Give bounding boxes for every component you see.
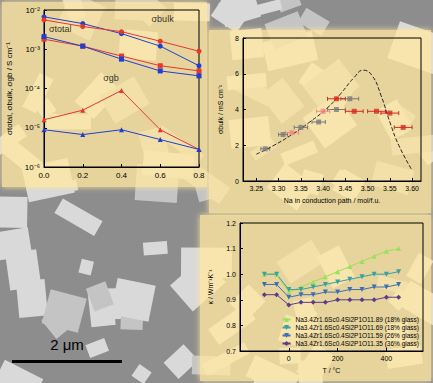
svg-text:3.25: 3.25 <box>250 185 264 192</box>
svg-text:1.2: 1.2 <box>226 220 236 227</box>
svg-text:3.45: 3.45 <box>339 185 353 192</box>
svg-text:10⁻²: 10⁻² <box>25 6 40 15</box>
svg-text:3.35: 3.35 <box>294 185 308 192</box>
svg-text:Na3.4Zr1.6Sc0.4Si2P1O11.35 (36: Na3.4Zr1.6Sc0.4Si2P1O11.35 (36% glass) <box>296 340 419 348</box>
svg-text:0.4: 0.4 <box>116 171 128 180</box>
svg-text:κ / Wm⁻¹K⁻¹: κ / Wm⁻¹K⁻¹ <box>207 269 214 305</box>
svg-text:0.8: 0.8 <box>193 171 205 180</box>
svg-text:10⁻⁵: 10⁻⁵ <box>25 123 40 132</box>
svg-text:σtotal, σbulk, σgb / S cm⁻¹: σtotal, σbulk, σgb / S cm⁻¹ <box>5 42 14 135</box>
svg-text:Na3.4Zr1.6Sc0.4Si2P1O11.69 (18: Na3.4Zr1.6Sc0.4Si2P1O11.69 (18% glass) <box>296 324 419 332</box>
svg-text:10⁻³: 10⁻³ <box>25 45 40 54</box>
svg-text:0.9: 0.9 <box>226 296 236 303</box>
svg-text:6: 6 <box>235 70 239 77</box>
svg-text:Na3.4Zr1.6Sc0.4Si2P1O11.59 (26: Na3.4Zr1.6Sc0.4Si2P1O11.59 (26% glass) <box>296 332 419 340</box>
svg-text:σbulk / mS cm⁻¹: σbulk / mS cm⁻¹ <box>217 84 224 134</box>
svg-text:Na in conduction path / mol/f.: Na in conduction path / mol/f.u. <box>284 197 381 205</box>
html-text:2 μm: 2 μm <box>50 336 84 353</box>
svg-text:0: 0 <box>235 178 239 185</box>
svg-text:T / °C: T / °C <box>323 367 341 374</box>
svg-text:Na3.4Zr1.6Sc0.4Si2P1O11.89 (18: Na3.4Zr1.6Sc0.4Si2P1O11.89 (18% glass) <box>296 316 419 324</box>
svg-text:3.55: 3.55 <box>383 185 397 192</box>
svg-text:σgb: σgb <box>103 73 119 83</box>
svg-text:σtotal: σtotal <box>49 24 72 34</box>
svg-text:4: 4 <box>235 106 239 113</box>
svg-text:3.30: 3.30 <box>272 185 286 192</box>
svg-text:0.7: 0.7 <box>226 348 236 355</box>
svg-text:2: 2 <box>235 142 239 149</box>
svg-text:σbulk: σbulk <box>152 14 175 24</box>
svg-text:0: 0 <box>287 355 291 362</box>
svg-text:3.60: 3.60 <box>405 185 419 192</box>
svg-text:0.6: 0.6 <box>155 171 167 180</box>
svg-text:0.2: 0.2 <box>77 171 89 180</box>
svg-text:3.40: 3.40 <box>316 185 330 192</box>
svg-text:10⁻⁶: 10⁻⁶ <box>24 162 40 172</box>
svg-text:0.8: 0.8 <box>226 322 236 329</box>
svg-text:1.0: 1.0 <box>226 271 236 278</box>
svg-text:1.1: 1.1 <box>226 245 236 252</box>
svg-text:200: 200 <box>332 355 344 362</box>
svg-text:8: 8 <box>235 35 239 42</box>
svg-text:3.50: 3.50 <box>361 185 375 192</box>
svg-text:400: 400 <box>381 355 393 362</box>
svg-text:0.0: 0.0 <box>38 171 50 180</box>
svg-text:10⁻⁴: 10⁻⁴ <box>25 84 41 93</box>
